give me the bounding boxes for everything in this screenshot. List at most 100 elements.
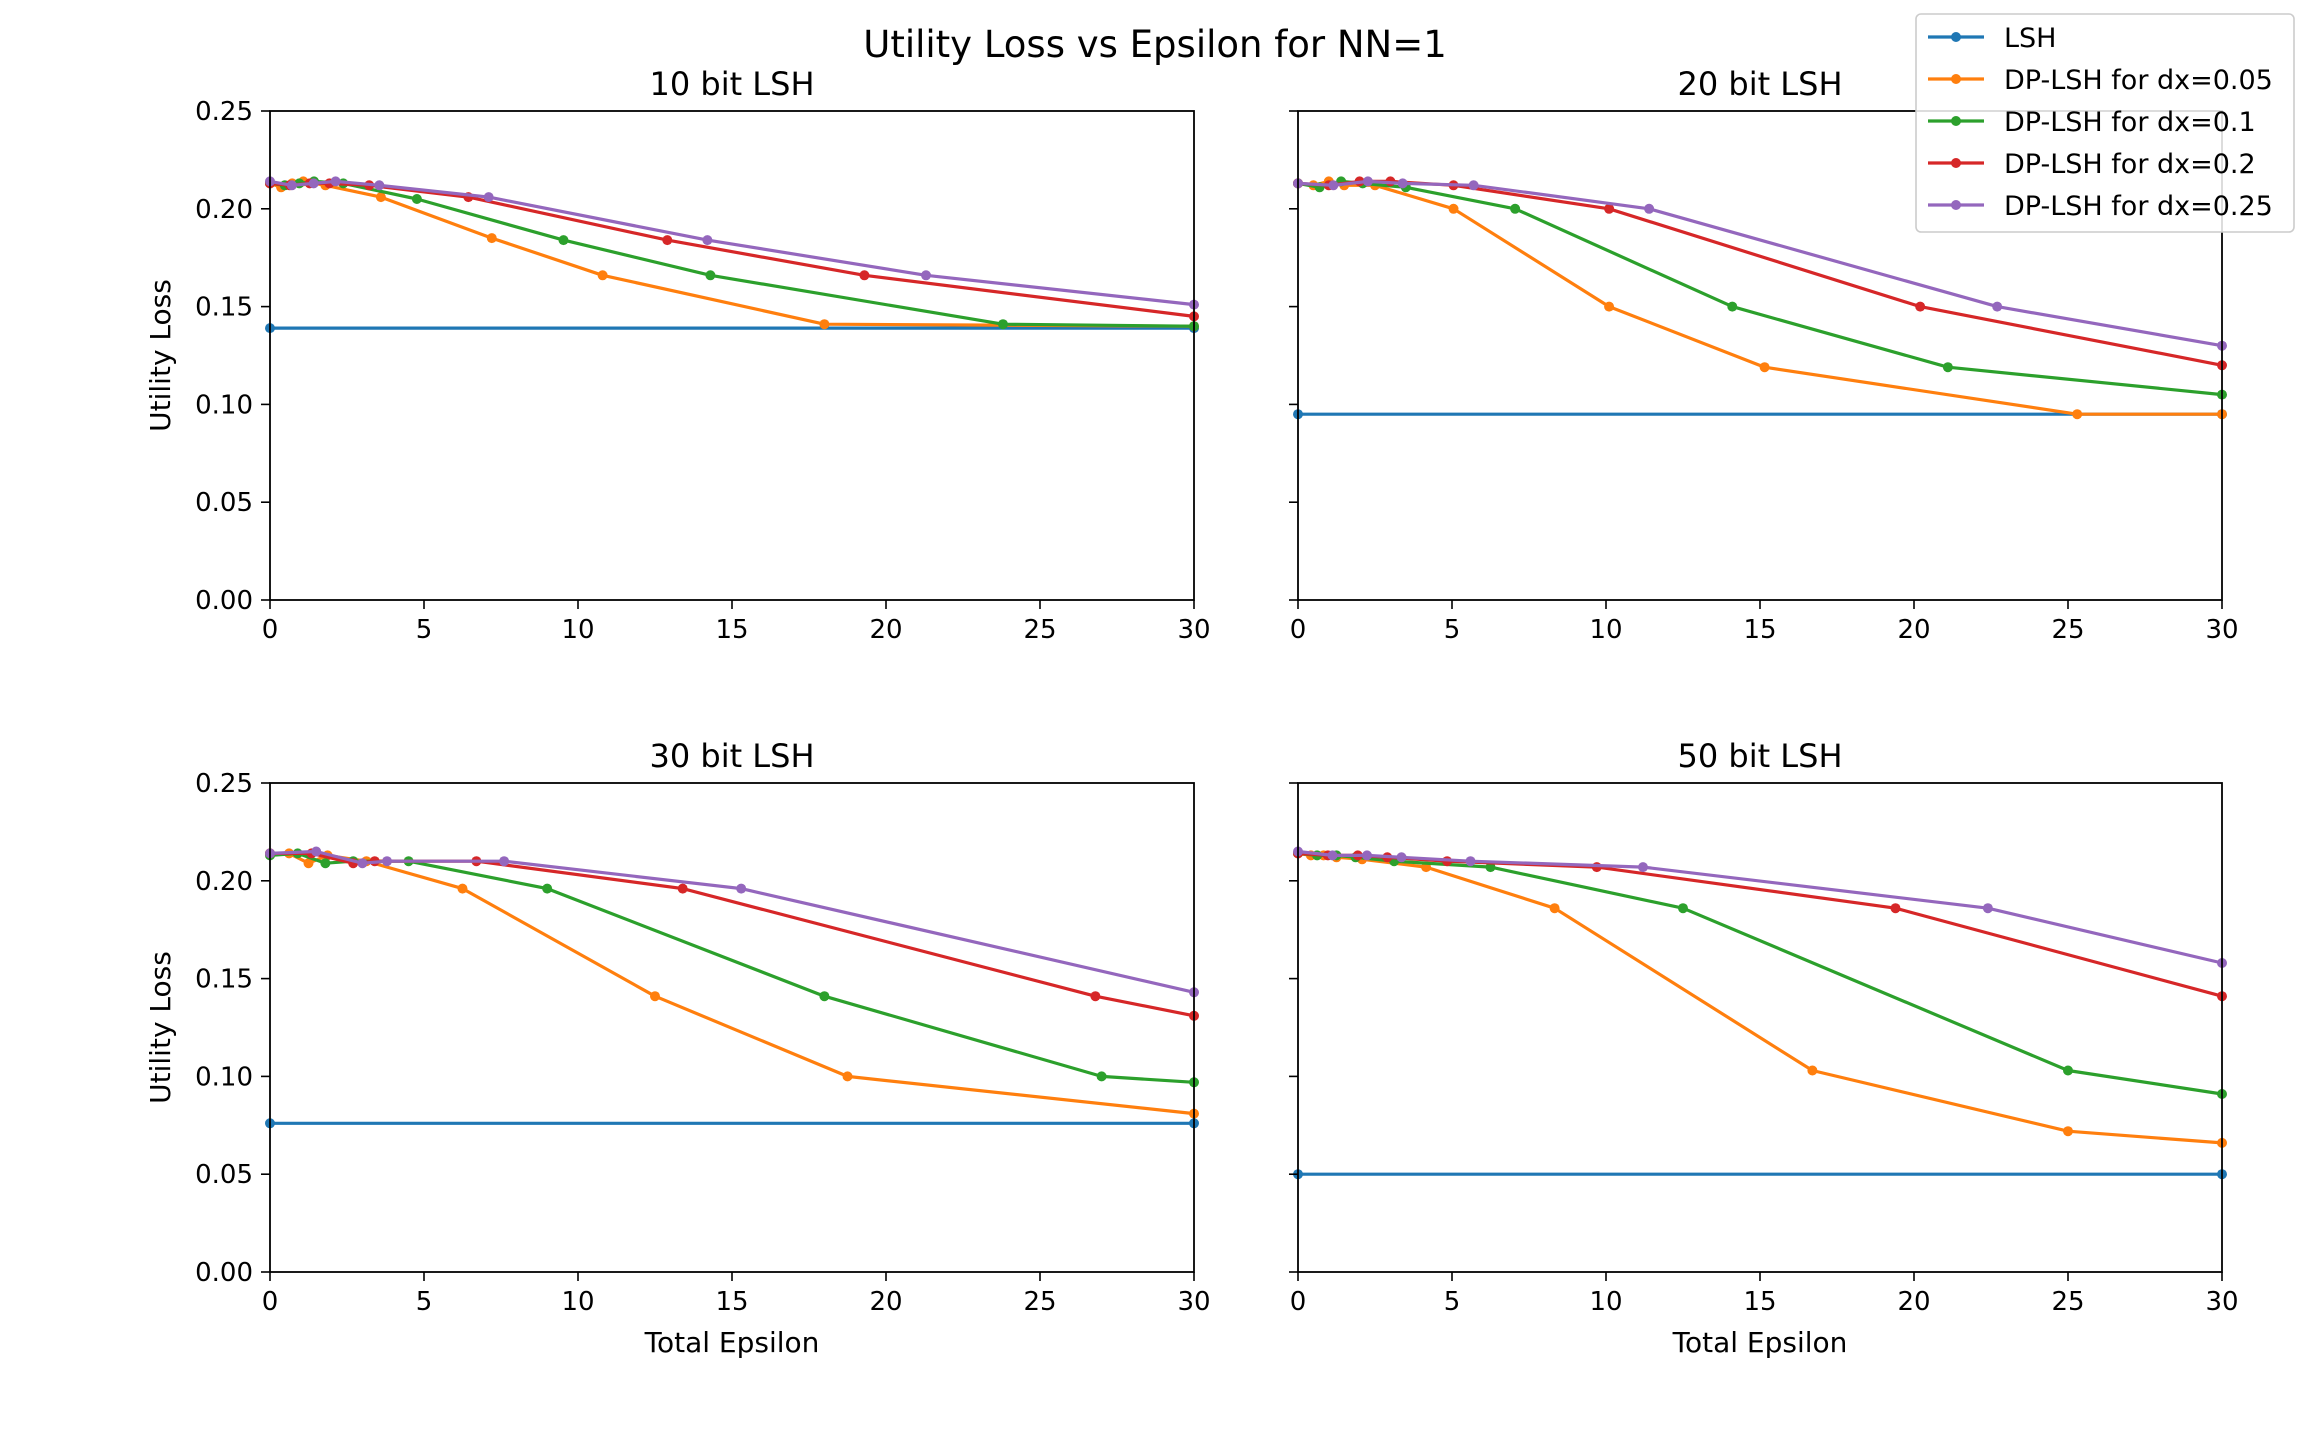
data-point <box>1328 180 1339 191</box>
y-tick-label: 0.05 <box>195 1160 253 1190</box>
y-tick-label: 0.00 <box>195 1258 253 1288</box>
data-point <box>650 991 660 1002</box>
data-point <box>2063 1126 2073 1137</box>
subplot-title: 50 bit LSH <box>1677 737 1842 775</box>
data-point <box>1362 850 1372 861</box>
x-tick-label: 10 <box>561 615 594 645</box>
data-point <box>921 270 931 281</box>
data-point <box>597 270 608 281</box>
x-tick-label: 30 <box>1177 1287 1210 1317</box>
x-tick-label: 10 <box>1589 615 1622 645</box>
legend-swatch-marker <box>1951 74 1961 84</box>
data-point <box>542 883 553 894</box>
x-axis-label: Total Epsilon <box>1672 1326 1848 1359</box>
data-point <box>330 176 341 187</box>
x-tick-label: 15 <box>1743 1287 1776 1317</box>
data-point <box>286 180 297 191</box>
data-point <box>320 858 331 869</box>
legend-swatch-marker <box>1951 200 1961 210</box>
data-point <box>1362 176 1373 187</box>
y-tick-label: 0.20 <box>195 195 253 225</box>
data-point <box>662 235 673 246</box>
figure-title: Utility Loss vs Epsilon for NN=1 <box>863 23 1447 66</box>
data-point <box>457 883 468 894</box>
y-tick-label: 0.00 <box>195 586 253 616</box>
data-point <box>1890 903 1901 914</box>
data-point <box>1396 852 1407 863</box>
subplot-2: 0 5 10 15 20 25 30 20 bit LSH <box>1289 65 2239 645</box>
subplots: 0 5 10 15 20 25 30 0.00 0.05 0.10 0.15 0.20 0.25 10 b… <box>144 65 2239 1359</box>
data-point <box>1448 203 1459 214</box>
x-tick-label: 15 <box>715 615 748 645</box>
series-group <box>1293 176 2227 420</box>
x-tick-label: 5 <box>416 1287 433 1317</box>
data-point <box>1510 203 1521 214</box>
data-point <box>311 846 322 857</box>
data-point <box>1644 203 1655 214</box>
data-point <box>1807 1065 1818 1076</box>
data-point <box>1397 178 1408 189</box>
data-point <box>357 858 368 869</box>
data-point <box>819 319 830 330</box>
x-tick-label: 25 <box>1023 1287 1056 1317</box>
legend-box <box>1915 13 2295 233</box>
x-tick-label: 25 <box>2051 1287 2084 1317</box>
legend-label: DP-LSH for dx=0.1 <box>2004 107 2256 138</box>
x-tick-label: 0 <box>1290 1287 1307 1317</box>
data-point <box>1604 203 1615 214</box>
legend-item: DP-LSH for dx=0.1 <box>1928 107 2256 138</box>
series-group <box>265 176 1199 334</box>
data-point <box>1604 301 1615 312</box>
x-tick-label: 25 <box>1023 615 1056 645</box>
y-tick-label: 0.15 <box>195 965 253 995</box>
data-point <box>1942 362 1953 373</box>
legend-label: DP-LSH for dx=0.25 <box>2004 191 2273 222</box>
x-tick-label: 20 <box>1897 615 1930 645</box>
series-line-1 <box>1297 851 2223 1145</box>
data-point <box>1468 180 1479 191</box>
data-point <box>998 319 1008 330</box>
y-tick-label: 0.05 <box>195 488 253 518</box>
data-point <box>1638 862 1648 873</box>
series-group <box>1293 846 2227 1180</box>
data-point <box>308 178 319 189</box>
series-line-4 <box>1297 849 2223 965</box>
data-point <box>736 883 747 894</box>
series-line-1 <box>269 179 1195 328</box>
x-tick-label: 15 <box>1743 615 1776 645</box>
data-point <box>1759 362 1770 373</box>
y-axis-label: Utility Loss <box>144 279 177 432</box>
x-axis-label: Total Epsilon <box>644 1326 820 1359</box>
data-point <box>2072 409 2083 420</box>
data-point <box>374 180 385 191</box>
data-point <box>819 991 830 1002</box>
legend-label: LSH <box>2004 23 2056 54</box>
data-point <box>705 270 716 281</box>
legend-swatch-marker <box>1951 116 1961 126</box>
data-point <box>1465 856 1476 867</box>
x-tick-label: 10 <box>1589 1287 1622 1317</box>
y-tick-label: 0.20 <box>195 867 253 897</box>
x-tick-label: 30 <box>2205 1287 2238 1317</box>
data-point <box>1090 991 1101 1002</box>
data-point <box>1549 903 1560 914</box>
data-point <box>859 270 870 281</box>
data-point <box>303 858 314 869</box>
y-axis-label: Utility Loss <box>144 951 177 1104</box>
x-tick-label: 0 <box>1290 615 1307 645</box>
data-point <box>2063 1065 2073 1076</box>
data-point <box>486 233 497 244</box>
series-line-4 <box>269 179 1195 307</box>
y-tick-label: 0.10 <box>195 390 253 420</box>
x-tick-label: 0 <box>262 1287 279 1317</box>
x-tick-label: 5 <box>1444 615 1461 645</box>
legend-item: LSH <box>1928 23 2056 54</box>
y-tick-label: 0.25 <box>195 97 253 127</box>
y-tick-label: 0.10 <box>195 1062 253 1092</box>
series-group <box>265 846 1199 1129</box>
y-tick-label: 0.15 <box>195 293 253 323</box>
subplot-title: 10 bit LSH <box>649 65 814 103</box>
series-line-3 <box>1297 851 2223 998</box>
x-tick-label: 20 <box>1897 1287 1930 1317</box>
data-point <box>1096 1071 1107 1082</box>
